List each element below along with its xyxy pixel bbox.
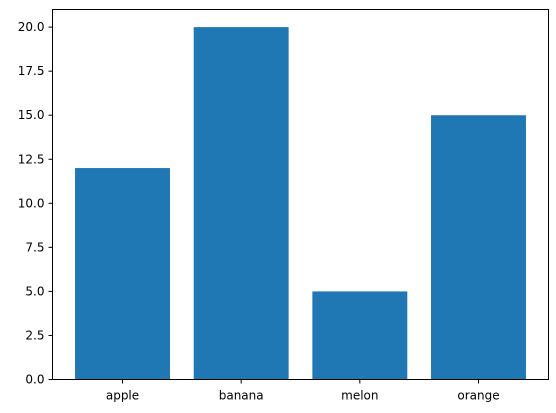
y-axis: 0.0 2.5 5.0 7.5 10.0 12.5 15.0 17.5 20.0 — [18, 20, 53, 387]
bars-group — [75, 27, 526, 380]
y-tick-label: 12.5 — [18, 152, 45, 166]
bar-banana — [193, 27, 289, 380]
y-tick-label: 2.5 — [25, 328, 44, 342]
x-axis: apple banana melon orange — [106, 379, 500, 403]
y-tick-label: 7.5 — [25, 240, 44, 254]
bar-apple — [75, 168, 170, 380]
y-tick-label: 5.0 — [25, 284, 44, 298]
x-tick-label: melon — [341, 389, 378, 403]
bar-orange — [431, 115, 526, 380]
y-tick-label: 20.0 — [18, 20, 45, 34]
y-tick-label: 10.0 — [18, 196, 45, 210]
y-tick-label: 0.0 — [25, 373, 44, 387]
x-tick-label: orange — [457, 389, 499, 403]
bar-melon — [312, 291, 408, 380]
y-tick-label: 15.0 — [18, 108, 45, 122]
plot-frame — [52, 9, 549, 380]
x-tick-label: apple — [106, 389, 139, 403]
x-tick-label: banana — [219, 389, 264, 403]
y-tick-label: 17.5 — [18, 64, 45, 78]
